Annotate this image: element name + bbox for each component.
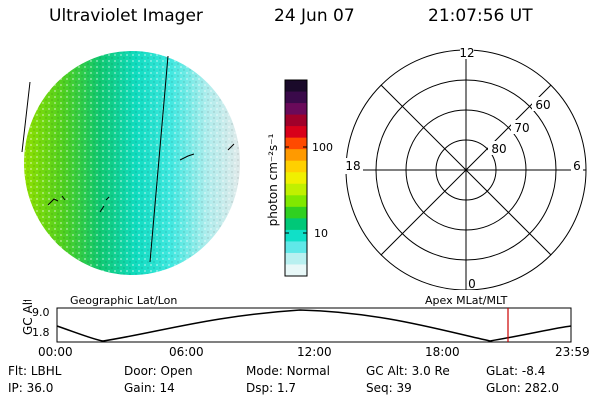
mlt-label-12: 12 xyxy=(459,46,474,60)
colorbar-tick-10: 10 xyxy=(314,227,328,240)
apex-label: Apex MLat/MLT xyxy=(425,294,508,307)
status-seq: Seq: 39 xyxy=(366,381,412,395)
status-door: Door: Open xyxy=(124,364,193,378)
mlt-label-18: 18 xyxy=(345,159,360,173)
colorbar-band xyxy=(285,137,307,150)
colorbar-band xyxy=(285,264,307,277)
colorbar-band xyxy=(285,206,307,219)
x-tick-1800: 18:00 xyxy=(425,345,460,359)
colorbar-band xyxy=(285,114,307,127)
colorbar-band xyxy=(285,126,307,139)
mlt-label-6: 6 xyxy=(573,159,581,173)
status-gc-alt: GC Alt: 3.0 Re xyxy=(366,364,450,378)
colorbar-unit-label: photon cm⁻²s⁻¹ xyxy=(266,133,280,226)
x-tick-0000: 00:00 xyxy=(38,345,73,359)
orbit-timeline: GC Alt 9.0 1.8 xyxy=(21,300,572,343)
polar-plot: 12 18 6 0 60 70 80 xyxy=(341,45,587,290)
timeline-frame xyxy=(56,307,572,343)
colorbar-band xyxy=(285,103,307,116)
colorbar-band xyxy=(285,80,307,93)
status-gain: Gain: 14 xyxy=(124,381,175,395)
time-label: 21:07:56 UT xyxy=(428,6,533,26)
colorbar-band xyxy=(285,241,307,254)
lat-label-70: 70 xyxy=(514,121,529,135)
y-tick-9: 9.0 xyxy=(32,306,50,319)
status-glat: GLat: -8.4 xyxy=(486,364,546,378)
colorbar-band xyxy=(285,160,307,173)
colorbar-band xyxy=(285,252,307,265)
uv-earth-image xyxy=(21,51,240,275)
status-flt: Flt: LBHL xyxy=(8,364,62,378)
status-glon: GLon: 282.0 xyxy=(486,381,559,395)
lat-label-60: 60 xyxy=(535,98,550,112)
terminator-line xyxy=(149,55,169,263)
mlt-label-0: 0 xyxy=(468,277,476,290)
status-ip: IP: 36.0 xyxy=(8,381,54,395)
colorbar-tick-100: 100 xyxy=(312,141,333,154)
colorbar-band xyxy=(285,229,307,242)
gc-alt-axis-label: GC Alt xyxy=(21,300,35,335)
coastline-marks xyxy=(47,143,235,213)
status-mode: Mode: Normal xyxy=(246,364,330,378)
status-dsp: Dsp: 1.7 xyxy=(246,381,297,395)
x-tick-0600: 06:00 xyxy=(169,345,204,359)
colorbar-band xyxy=(285,172,307,185)
date-label: 24 Jun 07 xyxy=(274,6,355,26)
altitude-curve xyxy=(56,309,572,342)
colorbar-band xyxy=(285,183,307,196)
y-tick-1-8: 1.8 xyxy=(32,326,50,339)
colorbar-band xyxy=(285,195,307,208)
x-tick-1200: 12:00 xyxy=(297,345,332,359)
colorbar-band xyxy=(285,218,307,231)
color-bar: photon cm⁻²s⁻¹ xyxy=(266,79,308,277)
lat-label-80: 80 xyxy=(491,142,506,156)
colorbar-band xyxy=(285,149,307,162)
instrument-title: Ultraviolet Imager xyxy=(49,6,203,26)
colorbar-band xyxy=(285,91,307,104)
x-tick-2359: 23:59 xyxy=(555,345,590,359)
geographic-label: Geographic Lat/Lon xyxy=(70,294,178,307)
